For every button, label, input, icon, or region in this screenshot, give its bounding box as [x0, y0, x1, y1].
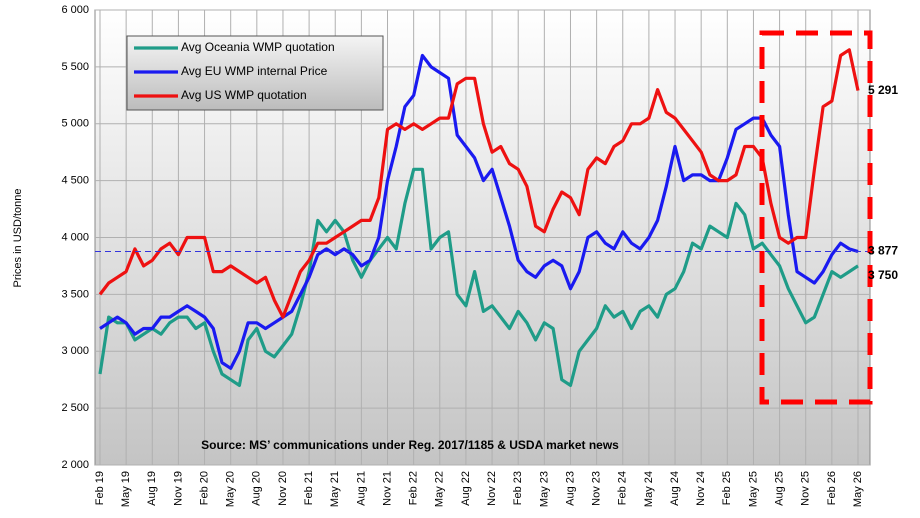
y-tick-label: 2 500 — [61, 402, 89, 414]
x-tick-label: Aug 19 — [146, 471, 158, 506]
x-tick-label: May 24 — [643, 471, 655, 507]
highlight-box — [759, 30, 873, 405]
x-tick-label: Nov 19 — [172, 471, 184, 506]
x-tick-label: Aug 23 — [564, 471, 576, 506]
x-tick-label: Nov 24 — [695, 471, 707, 506]
x-tick-label: Aug 25 — [773, 471, 785, 506]
x-tick-label: Feb 19 — [94, 471, 106, 505]
y-tick-label: 3 000 — [61, 345, 89, 357]
x-tick-label: Nov 25 — [800, 471, 812, 506]
x-tick-label: May 25 — [747, 471, 759, 507]
x-tick-label: May 23 — [538, 471, 550, 507]
y-tick-label: 6 000 — [61, 4, 89, 16]
source-note: Source: MS’ communications under Reg. 20… — [201, 438, 619, 452]
y-tick-label: 2 000 — [61, 459, 89, 471]
legend-label: Avg EU WMP internal Price — [181, 64, 328, 78]
x-tick-label: Nov 20 — [277, 471, 289, 506]
value-label: 3 750 — [868, 268, 898, 282]
y-tick-label: 5 500 — [61, 61, 89, 73]
x-tick-label: Feb 22 — [408, 471, 420, 505]
x-tick-label: Feb 26 — [826, 471, 838, 505]
lines — [95, 48, 870, 387]
x-tick-label: May 22 — [434, 471, 446, 507]
y-axis-label: Prices in USD/tonne — [12, 188, 24, 287]
series-line — [98, 48, 860, 319]
x-tick-label: May 19 — [120, 471, 132, 507]
x-tick-label: Aug 22 — [460, 471, 472, 506]
series-line — [99, 53, 859, 370]
x-tick-label: Feb 25 — [721, 471, 733, 505]
x-tick-label: Nov 23 — [591, 471, 603, 506]
x-tick-label: Feb 24 — [617, 471, 629, 505]
x-tick-label: May 21 — [329, 471, 341, 507]
y-tick-label: 4 500 — [61, 175, 89, 187]
series-line — [98, 167, 859, 387]
x-tick-label: May 26 — [852, 471, 864, 507]
x-tick-label: Feb 23 — [512, 471, 524, 505]
x-tick-label: Nov 22 — [486, 471, 498, 506]
x-tick-label: Aug 24 — [669, 471, 681, 506]
value-label: 5 291 — [868, 83, 898, 97]
x-tick-label: Nov 21 — [381, 471, 393, 506]
y-tick-label: 4 000 — [61, 231, 89, 243]
x-tick-label: Feb 20 — [198, 471, 210, 505]
value-label: 3 877 — [868, 244, 898, 258]
y-tick-label: 5 000 — [61, 118, 89, 130]
y-tick-label: 3 500 — [61, 288, 89, 300]
legend-label: Avg US WMP quotation — [181, 88, 307, 102]
x-tick-label: Aug 20 — [251, 471, 263, 506]
x-tick-label: Aug 21 — [355, 471, 367, 506]
x-tick-label: May 20 — [225, 471, 237, 507]
x-tick-label: Feb 21 — [303, 471, 315, 505]
legend-label: Avg Oceania WMP quotation — [181, 40, 335, 54]
